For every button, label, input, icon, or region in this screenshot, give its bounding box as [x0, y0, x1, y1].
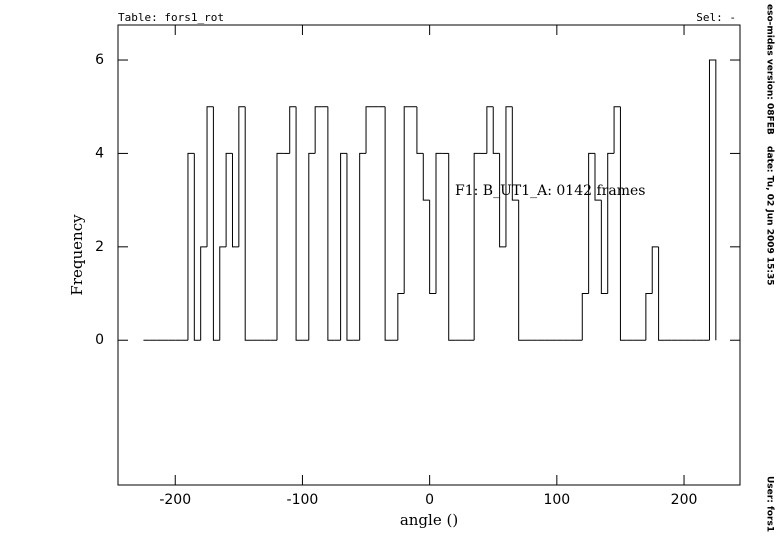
- histogram-step: [613, 106, 621, 154]
- histogram-step: [708, 59, 717, 341]
- x-tick-label: 100: [543, 492, 570, 508]
- histogram-step: [607, 152, 615, 294]
- histogram-step: [511, 106, 519, 201]
- histogram-step: [581, 293, 589, 341]
- y-axis-label: Frequency: [68, 214, 86, 296]
- histogram-step: [486, 106, 494, 154]
- date: date: Tu, 02 Jun 2009 15:35: [765, 146, 775, 286]
- histogram-step: [365, 106, 373, 154]
- y-tick-label: 0: [95, 332, 104, 348]
- user: User: fors1: [765, 476, 775, 532]
- histogram-step: [187, 152, 195, 341]
- histogram-step: [359, 152, 367, 341]
- histogram-step: [658, 246, 665, 341]
- version: eso-midas version: 08FEB: [765, 4, 775, 135]
- x-axis-label: angle (): [400, 511, 458, 529]
- histogram-step: [340, 152, 347, 341]
- histogram-step: [594, 153, 602, 201]
- annotation: F1: B_UT1_A: 0142 frames: [455, 183, 645, 199]
- histogram-step: [244, 106, 252, 341]
- histogram-step: [651, 246, 659, 294]
- histogram-step: [308, 152, 316, 341]
- histogram-step: [314, 106, 322, 154]
- histogram-step: [505, 106, 513, 247]
- selection: Sel: -: [696, 11, 736, 24]
- histogram-step: [403, 106, 411, 294]
- histogram-step: [429, 200, 436, 295]
- histogram-step: [193, 153, 201, 341]
- y-tick-label: 4: [95, 145, 104, 161]
- histogram-step: [473, 152, 481, 341]
- histogram-step: [619, 106, 627, 341]
- histogram-step: [327, 106, 335, 341]
- x-tick-label: -200: [159, 492, 191, 508]
- histogram-step: [518, 200, 526, 341]
- histogram-step: [276, 152, 284, 341]
- histogram-step: [289, 106, 297, 154]
- histogram-step: [295, 106, 303, 341]
- histogram-step: [448, 153, 456, 341]
- histogram-step: [492, 106, 500, 154]
- x-tick-label: 0: [425, 492, 434, 508]
- histogram-step: [416, 106, 424, 154]
- histogram-step: [231, 153, 239, 248]
- table-name: Table: fors1_rot: [118, 11, 224, 24]
- histogram-step: [200, 246, 208, 341]
- x-tick-label: -100: [287, 492, 319, 508]
- x-tick-label: 200: [671, 492, 698, 508]
- histogram-step: [346, 153, 354, 341]
- histogram-step: [212, 106, 220, 341]
- histogram-step: [384, 106, 392, 341]
- histogram-step: [588, 152, 595, 294]
- histogram-step: [238, 106, 246, 247]
- histogram-step: [397, 293, 405, 341]
- y-tick-label: 6: [95, 52, 104, 68]
- histogram-step: [219, 246, 227, 341]
- histogram-step: [435, 152, 443, 294]
- histogram-step: [600, 200, 608, 295]
- plot-frame: [117, 24, 741, 486]
- histogram-step: [499, 153, 506, 248]
- histogram-step: [645, 293, 653, 341]
- y-tick-label: 2: [95, 239, 104, 255]
- histogram-step: [225, 152, 233, 247]
- histogram-step: [422, 153, 430, 201]
- histogram-step: [206, 106, 214, 247]
